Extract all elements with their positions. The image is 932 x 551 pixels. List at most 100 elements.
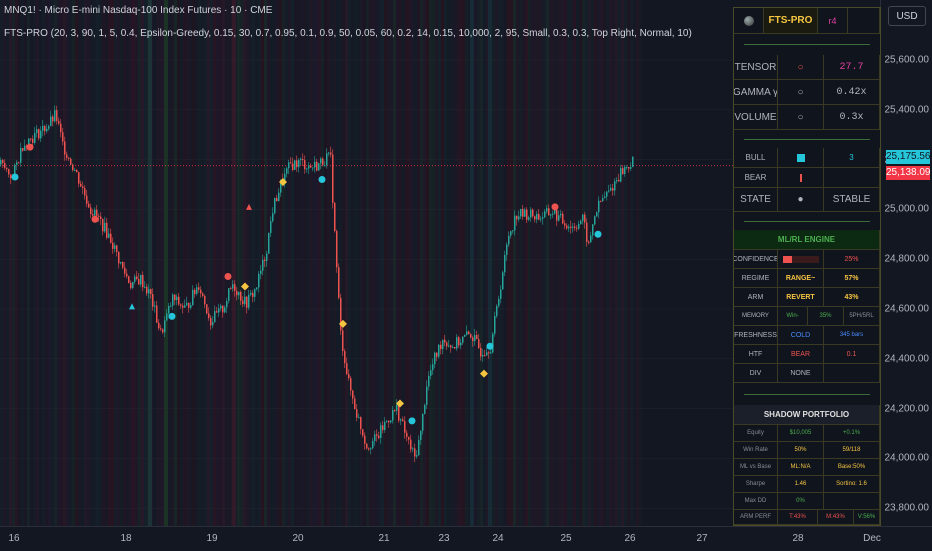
regime-band — [564, 0, 567, 526]
regime-band — [207, 0, 210, 526]
candle-body — [392, 410, 394, 421]
candle-body — [630, 167, 632, 169]
regime-band — [45, 0, 48, 526]
candle-body — [498, 298, 500, 307]
candle-body — [396, 404, 398, 411]
regime-band — [561, 0, 564, 526]
candle-body — [532, 209, 534, 217]
candle-body — [476, 335, 478, 340]
candle-body — [400, 419, 402, 421]
candle-body — [430, 370, 432, 376]
candle-body — [180, 304, 182, 306]
candle-body — [404, 421, 406, 433]
candle-body — [354, 398, 356, 410]
regime-band — [309, 0, 312, 526]
currency-button[interactable]: USD — [888, 6, 926, 26]
time-tick: 27 — [696, 533, 708, 544]
regime-band — [21, 0, 24, 526]
candle-body — [162, 329, 164, 333]
armperf-m: M:43% — [818, 510, 854, 525]
candle-body — [284, 173, 286, 185]
memory-extra: 5PH/5RL — [844, 307, 880, 326]
price-chart[interactable] — [0, 0, 880, 526]
candle-body — [488, 352, 490, 354]
candle-body — [210, 317, 212, 326]
candle-body — [584, 214, 586, 223]
regime-band — [531, 0, 534, 526]
regime-band — [630, 0, 633, 526]
signal-dot — [168, 312, 176, 320]
candle-body — [60, 123, 62, 133]
time-axis[interactable]: 16 18 19 20 21 23 24 25 26 27 28 Dec — [0, 526, 932, 551]
gamma-value: 0.42x — [824, 80, 880, 105]
candle-body — [382, 425, 384, 430]
candle-body — [588, 241, 590, 243]
candle-body — [28, 138, 30, 148]
regime-band — [507, 0, 510, 526]
candle-body — [52, 116, 54, 122]
regime-band — [153, 0, 156, 526]
candle-body — [602, 198, 604, 202]
candle-body — [610, 188, 612, 191]
mlbase-label: ML vs Base — [734, 459, 778, 476]
candle-body — [600, 200, 602, 202]
candle-body — [580, 220, 582, 224]
regime-band — [102, 0, 105, 526]
regime-band — [345, 0, 348, 526]
candle-body — [226, 301, 228, 308]
candle-body — [560, 213, 562, 216]
candle-body — [174, 294, 176, 301]
regime-band — [276, 0, 279, 526]
regime-band — [132, 0, 135, 526]
candle-body — [616, 179, 618, 182]
regime-band — [255, 0, 258, 526]
time-tick: 19 — [206, 533, 218, 544]
candle-body — [568, 226, 570, 229]
candle-body — [16, 162, 18, 165]
candle-body — [342, 330, 344, 352]
regime-band — [348, 0, 351, 526]
regime-band — [240, 0, 243, 526]
regime-band — [555, 0, 558, 526]
candle-body — [466, 331, 468, 335]
regime-band — [597, 0, 600, 526]
candle-body — [336, 231, 338, 268]
regime-band — [333, 0, 336, 526]
regime-band — [306, 0, 309, 526]
indicator-params[interactable]: FTS-PRO (20, 3, 90, 1, 5, 0.4, Epsilon-G… — [4, 28, 692, 39]
candle-body — [278, 192, 280, 202]
candle-body — [244, 296, 246, 305]
regime-band — [87, 0, 90, 526]
candle-body — [422, 413, 424, 431]
regime-band — [612, 0, 615, 526]
regime-band — [48, 0, 51, 526]
regime-band — [27, 0, 30, 526]
candle-body — [32, 138, 34, 143]
regime-band — [42, 0, 45, 526]
symbol-title[interactable]: MNQ1! · Micro E-mini Nasdaq-100 Index Fu… — [4, 5, 273, 16]
freshness-value: COLD — [778, 326, 824, 345]
candle-body — [256, 287, 258, 290]
regime-band — [339, 0, 342, 526]
regime-band — [63, 0, 66, 526]
volume-icon: ○ — [778, 105, 824, 130]
arm-label: ARM — [734, 288, 778, 307]
regime-band — [636, 0, 639, 526]
candle-body — [564, 223, 566, 226]
regime-band — [294, 0, 297, 526]
candle-body — [290, 162, 292, 164]
candle-body — [520, 208, 522, 217]
candle-body — [206, 304, 208, 314]
regime-band — [474, 0, 477, 526]
regime-band — [78, 0, 81, 526]
regime-band — [540, 0, 543, 526]
price-tick: 24,600.00 — [884, 303, 930, 315]
candle-body — [124, 267, 126, 274]
candle-body — [58, 120, 60, 124]
regime-band — [606, 0, 609, 526]
regime-band — [66, 0, 69, 526]
price-axis[interactable]: 25,600.0025,400.0025,200.0025,000.0024,8… — [880, 0, 932, 526]
candle-body — [344, 351, 346, 364]
candle-body — [510, 231, 512, 236]
regime-band — [534, 0, 537, 526]
